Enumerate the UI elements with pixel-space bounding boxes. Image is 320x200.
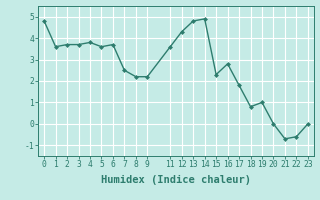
X-axis label: Humidex (Indice chaleur): Humidex (Indice chaleur) [101, 175, 251, 185]
